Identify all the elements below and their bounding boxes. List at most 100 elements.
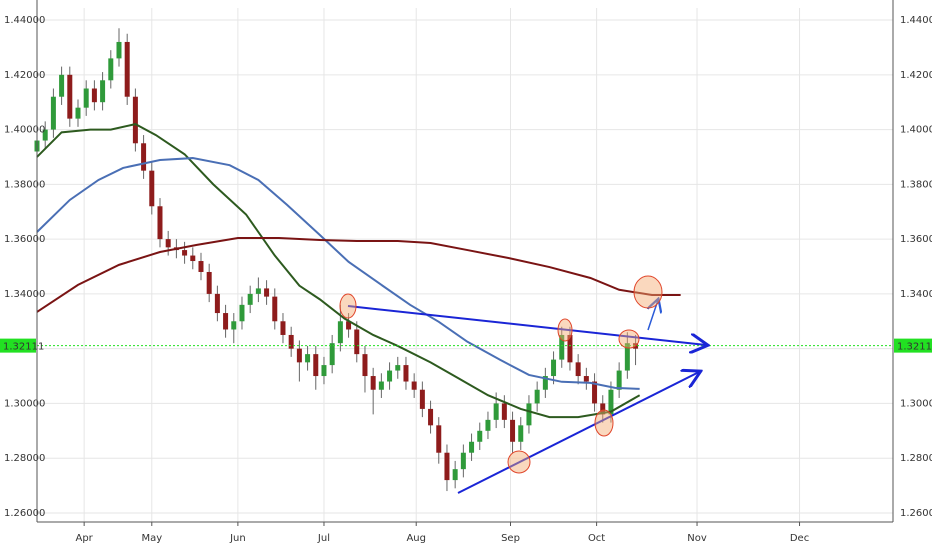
candle-body [493, 403, 499, 420]
candle-body [419, 389, 425, 409]
candle-body [198, 261, 204, 272]
candle-body [354, 329, 360, 355]
y-tick-label: 1.38000 [900, 179, 932, 190]
candle-body [280, 321, 286, 335]
candle-body [190, 255, 196, 262]
candle-body [575, 362, 581, 377]
candle-body [157, 206, 163, 240]
candle-body [321, 365, 327, 377]
candle-body [485, 419, 491, 431]
y-tick-label: 1.34000 [900, 289, 932, 300]
candle-body [542, 376, 548, 390]
candle-body [428, 408, 434, 426]
candle-body [108, 58, 114, 81]
moving-average [36, 237, 681, 313]
candle-body [559, 334, 565, 360]
y-tick-label: 1.38000 [4, 179, 45, 190]
y-tick-label: 1.26000 [4, 508, 45, 519]
x-tick-label: Jul [317, 533, 330, 544]
candle-body [370, 376, 376, 390]
y-tick-label: 1.30000 [900, 398, 932, 409]
candle-body [337, 321, 343, 344]
candle-body [247, 293, 253, 305]
y-tick-label: 1.30000 [4, 398, 45, 409]
candle-body [411, 381, 417, 390]
last-price-tag [0, 338, 36, 353]
candle-body [206, 271, 212, 294]
candle-body [50, 96, 56, 130]
y-tick-label: 1.44000 [900, 15, 932, 26]
candle-body [165, 239, 171, 248]
candle-body [624, 343, 630, 371]
candle-body [182, 250, 188, 256]
candle-body [362, 354, 368, 377]
x-tick-label: May [141, 533, 162, 544]
candle-body [83, 88, 89, 108]
candle-body [518, 425, 524, 442]
candle-body [231, 321, 237, 330]
highlight-circle [618, 329, 640, 349]
candle-body [272, 296, 278, 322]
highlight-circle [507, 450, 531, 474]
candle-body [124, 41, 130, 97]
highlight-circle [339, 293, 357, 319]
candle-body [42, 129, 48, 141]
highlight-circle [594, 409, 614, 437]
candle-body [346, 321, 352, 330]
resistance-trendline [347, 305, 706, 345]
candle-body [132, 96, 138, 144]
x-tick-label: Oct [588, 533, 605, 544]
candle-body [452, 469, 458, 481]
y-tick-label: 1.42000 [4, 70, 45, 81]
candle-body [510, 419, 516, 442]
x-tick-label: Apr [75, 533, 93, 544]
support-trendline [457, 372, 699, 494]
candle-body [223, 313, 229, 330]
x-tick-label: Nov [687, 533, 707, 544]
candle-body [436, 425, 442, 453]
y-tick-label: 1.26000 [900, 508, 932, 519]
candle-body [329, 343, 335, 366]
y-tick-label: 1.36000 [4, 234, 45, 245]
last-price-tag [894, 338, 932, 353]
candle-body [583, 376, 589, 382]
candle-body [444, 452, 450, 481]
moving-average [36, 123, 641, 419]
candle-body [91, 88, 97, 103]
candle-body [460, 452, 466, 470]
y-tick-label: 1.40000 [4, 125, 45, 136]
candle-body [305, 354, 311, 363]
candle-body [608, 389, 614, 415]
candle-body [141, 143, 147, 171]
candle-body [477, 430, 483, 442]
candle-body [75, 107, 81, 119]
candle-body [313, 354, 319, 377]
candle-body [116, 41, 122, 59]
candle-body [149, 170, 155, 207]
last-price-label: 1.32111 [897, 342, 932, 353]
candle-body [239, 304, 245, 322]
last-price-label: 1.32111 [3, 342, 44, 353]
candle-body [100, 80, 106, 103]
y-tick-label: 1.34000 [4, 289, 45, 300]
candle-body [288, 334, 294, 349]
candle-body [567, 334, 573, 363]
candle-body [395, 365, 401, 371]
highlight-circle [557, 318, 573, 342]
y-tick-label: 1.44000 [4, 15, 45, 26]
x-tick-label: Jun [229, 533, 246, 544]
y-tick-label: 1.42000 [900, 70, 932, 81]
candle-body [264, 288, 270, 297]
candle-body [501, 403, 507, 420]
candle-body [255, 288, 261, 294]
candle-body [469, 441, 475, 453]
candle-body [59, 74, 65, 97]
annotations [339, 275, 706, 494]
candle-body [403, 365, 409, 382]
x-tick-label: Dec [790, 533, 809, 544]
highlight-circle [633, 275, 663, 309]
y-tick-label: 1.28000 [4, 453, 45, 464]
candle-body [534, 389, 540, 404]
x-tick-label: Aug [406, 533, 426, 544]
